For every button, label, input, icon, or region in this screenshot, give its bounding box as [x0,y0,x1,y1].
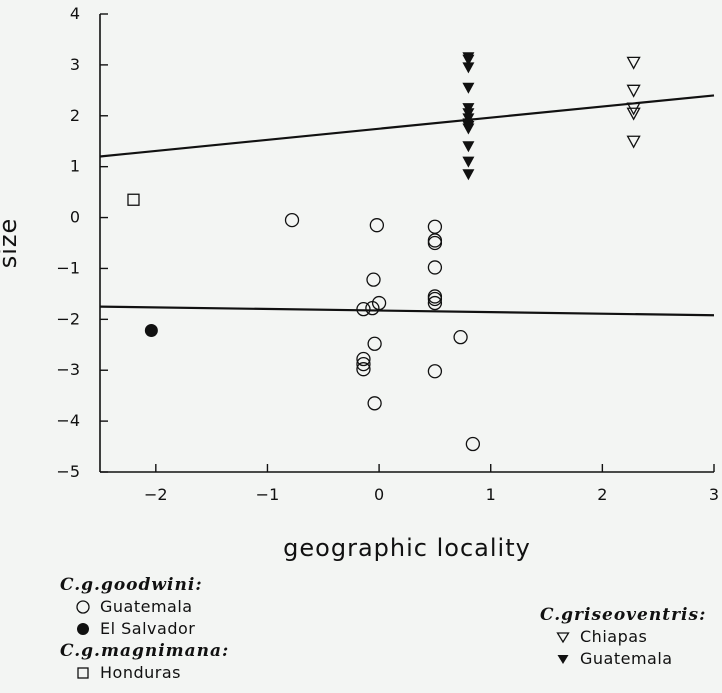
data-point [365,300,380,316]
legend-item-label: Honduras [100,663,181,682]
data-point [366,272,381,287]
filled-circle-icon [74,622,92,636]
legend-item: Guatemala [60,596,229,618]
y-tick-label: −4 [56,411,80,430]
data-point [462,62,475,74]
data-point [462,82,475,94]
x-axis-title: geographic locality [283,534,531,562]
data-point [356,351,371,367]
regression-line [99,94,715,158]
data-point [356,302,371,317]
legend-item: Guatemala [540,648,706,670]
data-point [462,156,475,168]
legend-right: C.griseoventris: Chiapas Guatemala [540,604,706,670]
legend-group-title: C.g.magnimana: [60,641,230,661]
data-point [356,362,371,377]
data-point [462,123,475,135]
y-tick-label: 3 [70,55,80,74]
open-circle-icon [74,600,92,614]
data-point [462,141,475,153]
data-point [462,169,475,181]
data-point [427,295,443,311]
y-tick-label: 0 [70,208,80,227]
legend-group: C.g.goodwini: Guatemala El Salvador [60,574,229,640]
data-point [427,260,443,275]
y-axis-title: size [0,218,22,269]
data-point [462,54,475,66]
data-point [367,336,382,351]
x-tick-label: −2 [144,485,168,504]
plot-area: −5 −4 −3 −2 −1 0 1 2 3 4 −2 −1 0 1 2 3 geographic locali… [0,4,719,562]
open-triangle-down-icon [554,630,572,644]
data-point [626,135,641,149]
data-point [284,212,300,228]
data-point [367,396,382,411]
legend-left: C.g.goodwini: Guatemala El Salvador C.g.… [60,574,229,684]
y-tick-label: −5 [56,462,80,481]
legend-item-label: Chiapas [580,627,648,646]
data-point [127,193,140,206]
data-point [427,291,443,307]
data-point [465,436,481,452]
legend-item-label: Guatemala [100,597,193,616]
regression-line [99,305,715,317]
y-tick-label: 2 [70,106,80,125]
y-tick-label: 4 [70,4,80,23]
legend-item: Chiapas [540,626,706,648]
x-tick-label: −1 [256,485,280,504]
x-tick-label: 1 [486,485,496,504]
legend-item-label: Guatemala [580,649,673,668]
open-square-icon [74,666,92,680]
data-point [626,84,641,98]
data-point [144,324,158,338]
x-tick-label: 0 [374,485,384,504]
y-tick-label: 1 [70,157,80,176]
data-point [626,107,641,121]
data-point [369,218,385,233]
legend-item-label: El Salvador [100,619,196,638]
data-point [453,329,468,345]
legend-item: Honduras [60,662,229,684]
legend-group-title: C.g.goodwini: [60,575,203,595]
data-point [626,56,641,70]
legend-group: C.g.magnimana: Honduras [60,640,229,684]
x-tick-label: 3 [709,485,719,504]
data-point [427,235,443,251]
y-tick-label: −2 [56,309,80,328]
y-tick-label: −1 [56,258,80,277]
legend-group: C.griseoventris: Chiapas Guatemala [540,604,706,670]
x-tick-label: 2 [597,485,607,504]
data-point [427,219,443,234]
legend-item: El Salvador [60,618,229,640]
y-tick-label: −3 [56,360,80,379]
legend-group-title: C.griseoventris: [540,605,707,625]
data-point [427,364,443,379]
filled-triangle-down-icon [554,652,572,666]
data-point [356,356,371,372]
